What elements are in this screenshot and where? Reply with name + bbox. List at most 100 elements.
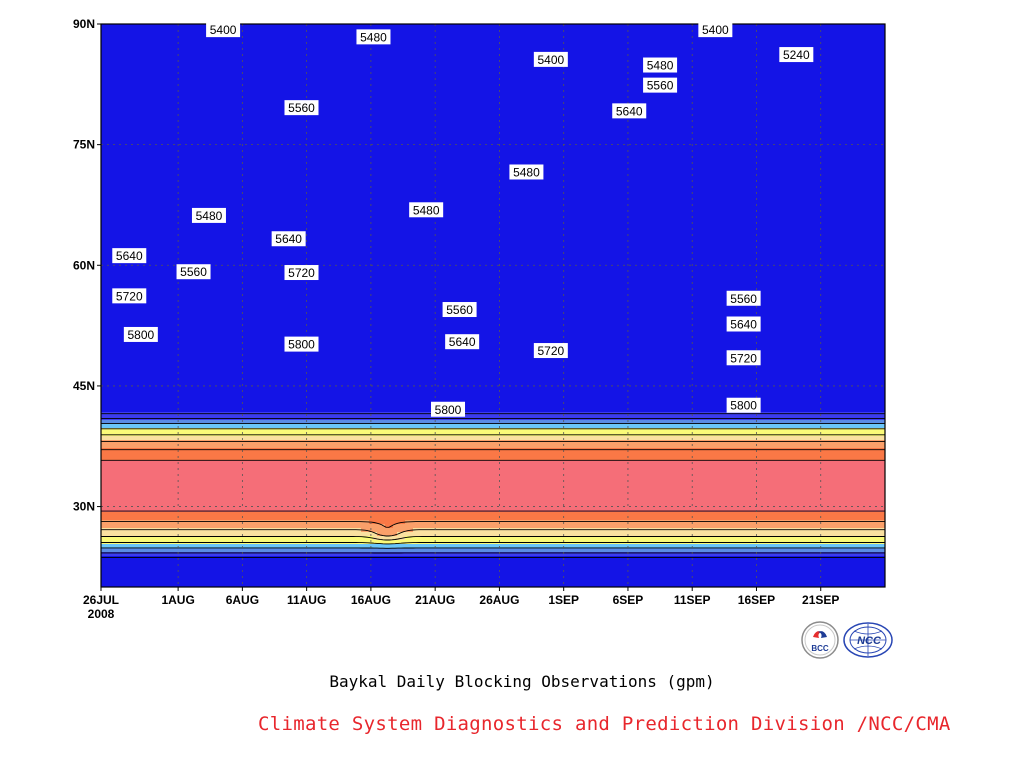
x-tick-year: 2008 bbox=[88, 607, 115, 621]
contour-label-text: 5720 bbox=[288, 266, 315, 280]
x-tick-label: 11AUG bbox=[287, 593, 326, 607]
contour-label-text: 5400 bbox=[537, 53, 564, 67]
contour-label-text: 5720 bbox=[730, 351, 757, 365]
contour-label-bg bbox=[112, 248, 147, 264]
x-tick-label: 26AUG bbox=[479, 593, 519, 607]
contour-label-bg bbox=[643, 77, 678, 93]
contour-label-bg bbox=[409, 202, 444, 218]
x-tick-label: 16SEP bbox=[738, 593, 775, 607]
y-tick-label: 90N bbox=[73, 17, 95, 31]
y-tick-label: 30N bbox=[73, 500, 95, 514]
contour-line bbox=[101, 428, 885, 545]
contour-label-bg bbox=[284, 100, 319, 116]
contour-labels: 5400 5480 5400 5240 5400 5480 5560 5640 5560 5480… bbox=[112, 22, 814, 417]
contour-label: 5240 bbox=[779, 47, 814, 63]
contour-label: 5560 bbox=[726, 290, 761, 306]
contour-label-text: 5640 bbox=[449, 335, 476, 349]
contour-line bbox=[101, 422, 885, 549]
contour-label: 5560 bbox=[176, 264, 211, 280]
contour-label-text: 5720 bbox=[116, 289, 143, 303]
contour-label-bg bbox=[191, 207, 226, 223]
contour-label: 5400 bbox=[698, 22, 733, 38]
x-tick-label: 6SEP bbox=[613, 593, 644, 607]
contour-label-bg bbox=[123, 326, 158, 342]
contour-label-text: 5800 bbox=[288, 338, 315, 352]
contour-line bbox=[101, 417, 885, 554]
contour-label: 5720 bbox=[533, 343, 568, 359]
contour-label: 5400 bbox=[206, 22, 241, 38]
contour-label-bg bbox=[726, 316, 761, 332]
x-tick-label: 6AUG bbox=[226, 593, 259, 607]
contour-label: 5480 bbox=[643, 57, 678, 73]
contour-label-text: 5640 bbox=[730, 317, 757, 331]
contour-label: 5720 bbox=[284, 265, 319, 281]
axis-ticks: 26JUL 1AUG 6AUG 11AUG 16AUG 21AUG 26AUG 1SEP 6SE… bbox=[73, 17, 839, 621]
contour-label-bg bbox=[698, 22, 733, 38]
contour-label-text: 5400 bbox=[210, 23, 237, 37]
contour-label-text: 5480 bbox=[513, 165, 540, 179]
contour-label-text: 5480 bbox=[360, 30, 387, 44]
chart-subtitle: Baykal Daily Blocking Observations (gpm) bbox=[329, 672, 715, 691]
x-tick-label: 21SEP bbox=[802, 593, 839, 607]
contour-label-bg bbox=[726, 397, 761, 413]
bcc-logo-text: BCC bbox=[811, 644, 829, 653]
contour-label: 5560 bbox=[284, 100, 319, 116]
contour-label-bg bbox=[284, 336, 319, 352]
bcc-logo: BCC bbox=[801, 621, 839, 659]
contour-fills bbox=[101, 24, 885, 587]
contour-label-text: 5480 bbox=[196, 209, 223, 223]
contour-band bbox=[101, 440, 885, 536]
contour-label-bg bbox=[271, 231, 306, 247]
y-tick-label: 45N bbox=[73, 379, 95, 393]
contour-label: 5640 bbox=[612, 103, 647, 119]
contour-label-bg bbox=[112, 288, 147, 304]
ncc-logo: NCC bbox=[843, 622, 893, 658]
contour-label-text: 5240 bbox=[783, 48, 810, 62]
contour-line bbox=[101, 449, 885, 528]
contour-label-text: 5400 bbox=[702, 23, 729, 37]
plot-frame bbox=[100, 23, 886, 588]
contour-label-bg bbox=[356, 29, 391, 45]
contour-label: 5480 bbox=[409, 202, 444, 218]
contour-label-text: 5800 bbox=[127, 328, 154, 342]
contour-label: 5560 bbox=[643, 77, 678, 93]
contour-band bbox=[101, 24, 885, 587]
contour-label: 5480 bbox=[191, 207, 226, 223]
contour-label: 5800 bbox=[123, 326, 158, 342]
contour-label: 5720 bbox=[112, 288, 147, 304]
contour-label-text: 5560 bbox=[647, 79, 674, 93]
contour-label: 5560 bbox=[442, 302, 477, 318]
contour-band bbox=[101, 460, 885, 512]
x-tick-label: 11SEP bbox=[674, 593, 711, 607]
contour-label: 5400 bbox=[533, 51, 568, 67]
contour-label: 5640 bbox=[726, 316, 761, 332]
contour-label-text: 5560 bbox=[730, 292, 757, 306]
contour-label-bg bbox=[206, 22, 241, 38]
contour-label-bg bbox=[445, 334, 480, 350]
contour-label: 5800 bbox=[431, 401, 466, 417]
y-tick-label: 60N bbox=[73, 258, 95, 272]
contour-label-text: 5800 bbox=[730, 399, 757, 413]
contour-label-bg bbox=[643, 57, 678, 73]
contour-label-bg bbox=[726, 350, 761, 366]
contour-label: 5720 bbox=[726, 350, 761, 366]
contour-label-text: 5640 bbox=[616, 104, 643, 118]
x-tick-label: 16AUG bbox=[351, 593, 391, 607]
contour-line bbox=[101, 459, 885, 512]
contour-label: 5800 bbox=[726, 397, 761, 413]
contour-label-text: 5560 bbox=[180, 265, 207, 279]
x-tick-label: 1SEP bbox=[548, 593, 579, 607]
ncc-logo-text: NCC bbox=[857, 635, 882, 647]
contour-label-bg bbox=[533, 343, 568, 359]
contour-label-bg bbox=[612, 103, 647, 119]
contour-label-text: 5480 bbox=[413, 203, 440, 217]
x-tick-label: 21AUG bbox=[415, 593, 455, 607]
contour-label-bg bbox=[509, 164, 544, 180]
grid-lines bbox=[101, 24, 885, 587]
contour-label-bg bbox=[726, 290, 761, 306]
contour-label-text: 5640 bbox=[116, 249, 143, 263]
contour-label-text: 5480 bbox=[647, 59, 674, 73]
contour-label-text: 5560 bbox=[446, 303, 473, 317]
contour-label: 5800 bbox=[284, 336, 319, 352]
